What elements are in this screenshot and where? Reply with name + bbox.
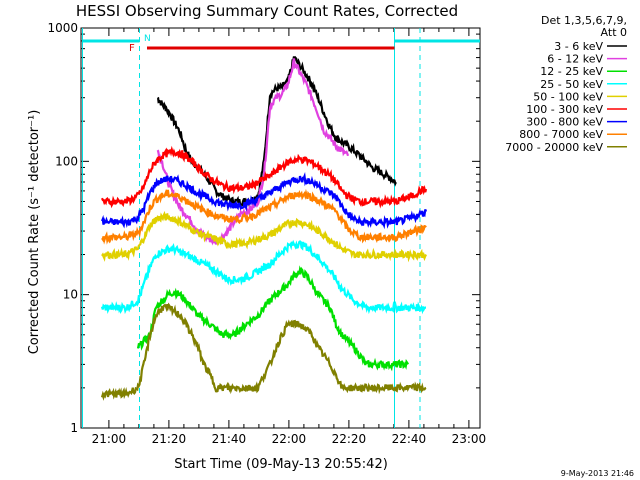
series-line [156, 58, 350, 246]
series-line [101, 188, 427, 245]
series-line [100, 302, 427, 401]
plot-frame [80, 27, 481, 429]
y-tick-label: 1000 [47, 21, 78, 35]
legend-entry-label: 6 - 12 keV [547, 53, 603, 66]
flare-flag-label: F [129, 43, 135, 54]
series-line [136, 265, 409, 372]
x-tick-label: 22:00 [272, 432, 307, 446]
y-axis-label: Corrected Count Rate (s⁻¹ detector⁻¹) [27, 110, 42, 355]
legend-entry-label: 25 - 50 keV [540, 78, 603, 91]
x-tick-label: 21:00 [92, 432, 127, 446]
legend-entry-label: 50 - 100 keV [533, 90, 603, 103]
series-line [100, 145, 428, 209]
x-tick-label: 21:40 [212, 432, 247, 446]
boundary-lines [82, 28, 421, 428]
x-tick-label: 22:20 [332, 432, 367, 446]
legend-header-line1: Det 1,3,5,6,7,9, [541, 14, 627, 27]
y-tick-label: 10 [63, 288, 78, 302]
x-tick-label: 22:40 [392, 432, 427, 446]
legend-entry-label: 7000 - 20000 keV [505, 141, 603, 154]
series-line [157, 55, 397, 208]
legend-entry-label: 12 - 25 keV [540, 65, 603, 78]
y-tick-label: 100 [55, 154, 78, 168]
series-line [101, 210, 427, 263]
legend-entry-label: 800 - 7000 keV [519, 128, 603, 141]
axis-ticks: 1 10 100 1000 21:00 21:20 21:40 22:00 22:20 22:40… [47, 21, 486, 446]
timestamp: 9-May-2013 21:46 [561, 469, 634, 478]
y-tick-label: 1 [70, 421, 78, 435]
series-line [100, 239, 426, 315]
legend-entry-label: 100 - 300 keV [526, 103, 603, 116]
x-tick-label: 23:00 [452, 432, 487, 446]
chart-title: HESSI Observing Summary Count Rates, Cor… [76, 2, 458, 20]
series-lines [100, 55, 428, 401]
legend-entry-label: 300 - 800 keV [526, 116, 603, 129]
legend-header-line2: Att 0 [601, 26, 627, 39]
x-tick-label: 21:20 [152, 432, 187, 446]
legend-entry-label: 3 - 6 keV [554, 40, 603, 53]
night-flag-label: N [144, 34, 151, 44]
observing-bars: FN [82, 34, 480, 54]
series-line [100, 171, 428, 230]
x-axis-label: Start Time (09-May-13 20:55:42) [174, 457, 388, 472]
